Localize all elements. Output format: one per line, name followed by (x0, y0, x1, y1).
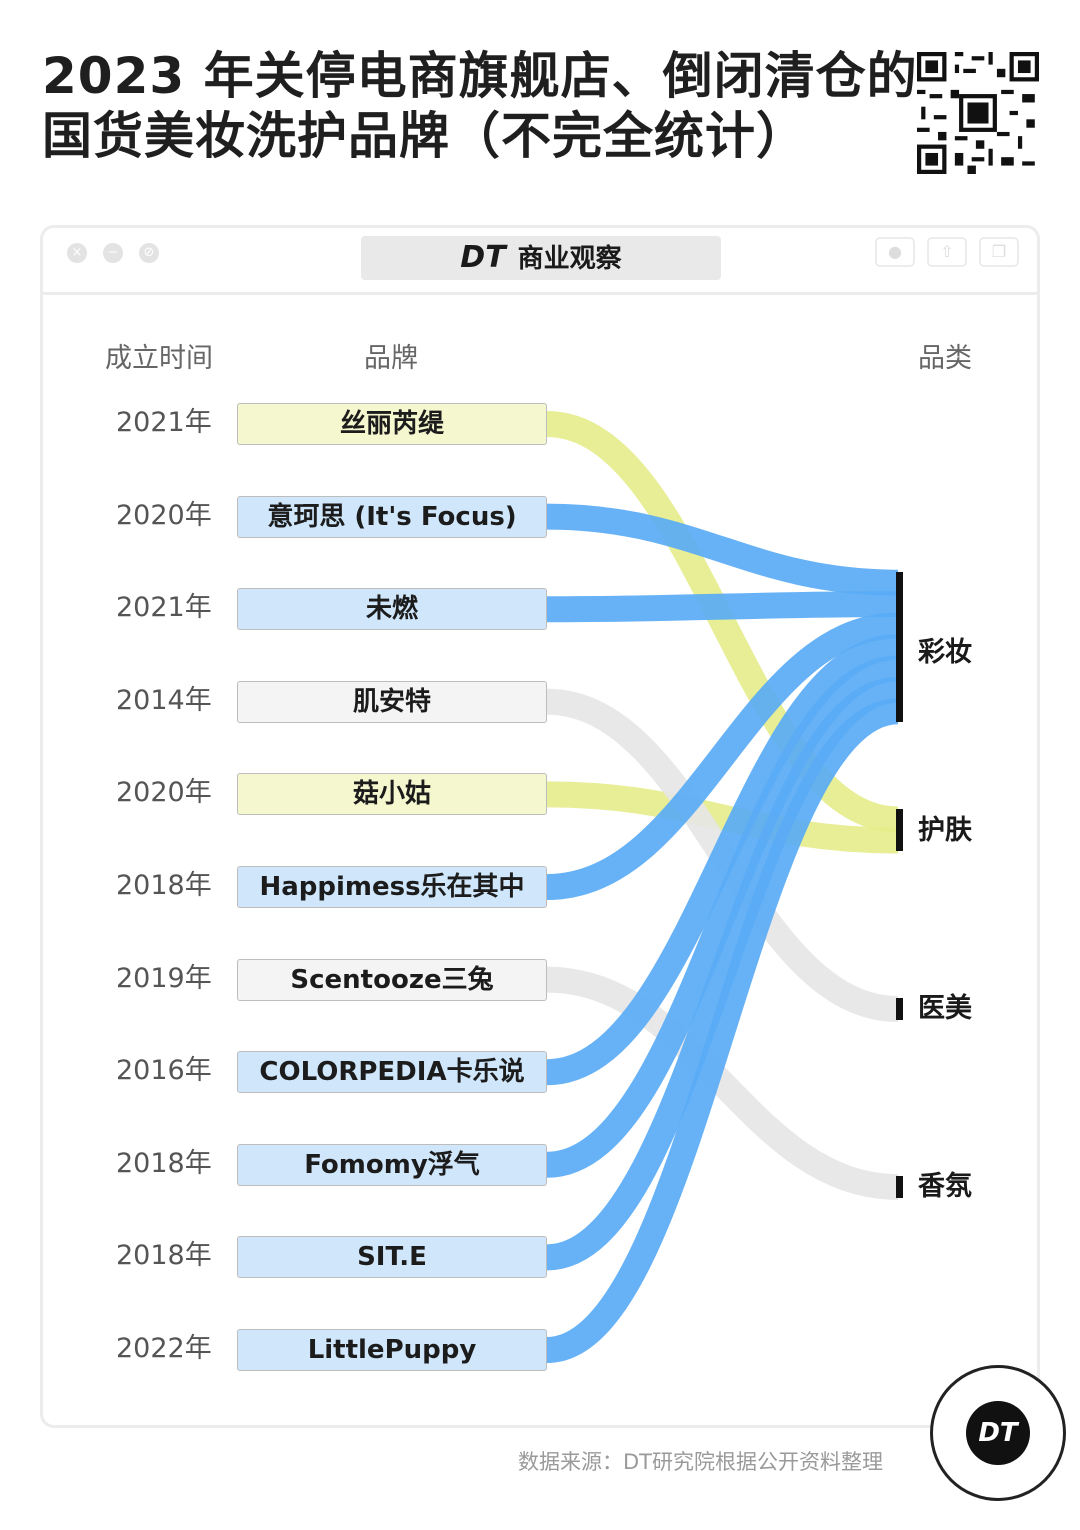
copy-icon[interactable]: ❐ (979, 237, 1019, 267)
maximize-icon[interactable]: ⊘ (139, 243, 159, 263)
dt-badge-logo: DT (966, 1401, 1030, 1465)
category-bar (896, 1176, 903, 1198)
flow-ribbon (546, 411, 899, 833)
year-label: 2021年 (116, 592, 212, 624)
flow-ribbon (546, 591, 899, 623)
category-label: 医美 (918, 993, 972, 1024)
tab-label: 商业观察 (517, 244, 622, 274)
brand-box: SIT.E (237, 1236, 547, 1279)
dt-logo: DT (460, 240, 506, 275)
title-line-2: 国货美妆洗护品牌（不完全统计） (42, 107, 807, 165)
year-label: 2018年 (116, 870, 212, 901)
header-brand: 品牌 (364, 343, 418, 374)
year-label: 2016年 (116, 1055, 212, 1087)
year-label: 2020年 (116, 499, 212, 531)
qr-code-icon[interactable] (917, 52, 1039, 174)
page-title: 2023 年关停电商旗舰店、倒闭清仓的 国货美妆洗护品牌（不完全统计） (42, 46, 918, 166)
category-bar (896, 572, 903, 722)
category-label: 护肤 (918, 815, 972, 846)
brand-box: Fomomy浮气 (237, 1143, 547, 1186)
year-label: 2022年 (116, 1333, 212, 1364)
brand-box: 肌安特 (237, 680, 547, 723)
category-label: 彩妆 (918, 637, 972, 668)
flow-ribbon (545, 676, 900, 1271)
brand-box: 菇小姑 (237, 773, 547, 816)
window-toolbar: × − ⊘ DT 商业观察 ● ⇧ ❐ (43, 228, 1037, 295)
brand-box: 意珂思 (It's Focus) (237, 495, 547, 538)
category-label: 香氛 (918, 1171, 972, 1202)
close-icon[interactable]: × (67, 243, 87, 263)
minimize-icon[interactable]: − (103, 243, 123, 263)
year-label: 2020年 (116, 777, 212, 809)
brand-box: COLORPEDIA卡乐说 (237, 1051, 547, 1094)
header-category: 品类 (918, 343, 972, 374)
year-label: 2018年 (116, 1240, 212, 1272)
category-bar (896, 809, 903, 851)
share-icon[interactable]: ⇧ (927, 237, 967, 267)
category-bar (896, 998, 903, 1020)
brand-box: Scentooze三兔 (237, 958, 547, 1001)
flow-ribbon (546, 634, 899, 1086)
brand-box: Happimess乐在其中 (237, 866, 547, 908)
flow-ribbon (546, 503, 899, 596)
flow-ribbon (546, 781, 899, 854)
flow-ribbon (546, 966, 899, 1200)
brand-box: LittlePuppy (237, 1329, 547, 1371)
data-source: 数据来源：DT研究院根据公开资料整理 (518, 1450, 883, 1474)
flow-ribbon (545, 698, 900, 1363)
flow-ribbon (546, 612, 899, 900)
year-label: 2014年 (116, 684, 212, 716)
flow-ribbon (545, 655, 900, 1178)
brand-box: 丝丽芮缇 (237, 403, 547, 445)
year-label: 2021年 (116, 407, 212, 438)
brand-box: 未燃 (237, 588, 547, 631)
header-year: 成立时间 (105, 343, 213, 374)
year-label: 2018年 (116, 1147, 212, 1179)
tab-title[interactable]: DT 商业观察 (361, 236, 721, 280)
dt-badge[interactable]: DT (930, 1365, 1066, 1501)
year-label: 2019年 (116, 962, 212, 994)
title-line-1: 2023 年关停电商旗舰店、倒闭清仓的 (42, 47, 918, 105)
record-icon[interactable]: ● (875, 237, 915, 267)
